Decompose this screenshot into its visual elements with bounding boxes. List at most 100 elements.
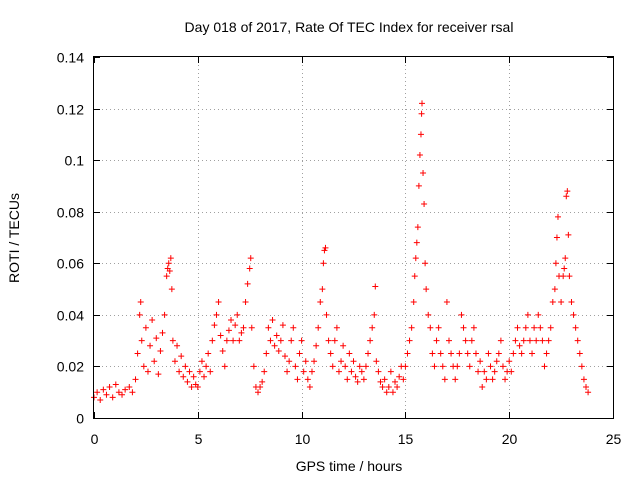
data-point: [485, 350, 492, 357]
data-point: [275, 347, 282, 354]
data-point: [97, 396, 104, 403]
data-point: [230, 337, 237, 344]
data-point: [267, 337, 274, 344]
data-point: [134, 350, 141, 357]
data-point: [510, 350, 517, 357]
data-point: [269, 317, 276, 324]
data-point: [194, 384, 201, 391]
data-point: [306, 384, 313, 391]
data-point: [234, 311, 241, 318]
y-tick-labels: 0 0.02 0.04 0.06 0.08 0.1 0.12 0.14: [57, 50, 84, 427]
data-point: [115, 389, 122, 396]
data-point: [564, 188, 571, 195]
data-point: [394, 384, 401, 391]
data-point: [487, 363, 494, 370]
data-point: [422, 260, 429, 267]
data-point: [372, 283, 379, 290]
data-point: [416, 151, 423, 158]
data-point: [213, 311, 220, 318]
data-point: [281, 353, 288, 360]
data-point: [385, 384, 392, 391]
data-points: [91, 100, 592, 403]
data-point: [100, 386, 107, 393]
x-tick-labels: 0 5 10 15 20 25: [91, 431, 622, 447]
data-point: [566, 273, 573, 280]
data-point: [106, 384, 113, 391]
data-point: [558, 298, 565, 305]
y-axis-label: ROTI / TECUs: [6, 193, 22, 283]
x-tick-label: 10: [295, 431, 311, 447]
data-point: [126, 384, 133, 391]
data-point: [387, 368, 394, 375]
data-point: [182, 363, 189, 370]
data-point: [354, 378, 361, 385]
data-point: [273, 332, 280, 339]
data-point: [580, 376, 587, 383]
data-point: [415, 182, 422, 189]
data-point: [489, 376, 496, 383]
data-point: [541, 363, 548, 370]
data-point: [512, 337, 519, 344]
data-point: [300, 368, 307, 375]
data-point: [531, 324, 538, 331]
data-point: [94, 389, 101, 396]
data-point: [481, 368, 488, 375]
data-point: [456, 350, 463, 357]
data-point: [448, 350, 455, 357]
data-point: [240, 324, 247, 331]
data-point: [277, 337, 284, 344]
data-point: [169, 337, 176, 344]
data-point: [508, 368, 515, 375]
data-point: [288, 337, 295, 344]
data-point: [315, 324, 322, 331]
data-point: [322, 244, 329, 251]
data-point: [418, 110, 425, 117]
data-point: [414, 224, 421, 231]
x-tick-label: 5: [195, 431, 203, 447]
data-point: [286, 358, 293, 365]
y-tick-label: 0.06: [57, 256, 84, 272]
data-point: [466, 363, 473, 370]
data-point: [506, 358, 513, 365]
data-point: [259, 378, 266, 385]
data-point: [367, 337, 374, 344]
data-point: [427, 324, 434, 331]
data-point: [360, 376, 367, 383]
data-point: [198, 358, 205, 365]
data-point: [568, 298, 575, 305]
data-point: [479, 384, 486, 391]
data-point: [304, 376, 311, 383]
data-point: [362, 363, 369, 370]
data-point: [215, 298, 222, 305]
data-point: [248, 324, 255, 331]
data-point: [119, 391, 126, 398]
data-point: [404, 350, 411, 357]
data-point: [132, 376, 139, 383]
data-point: [178, 353, 185, 360]
data-point: [419, 100, 426, 107]
x-tick-label: 25: [606, 431, 622, 447]
data-point: [255, 389, 262, 396]
data-point: [207, 368, 214, 375]
data-point: [533, 337, 540, 344]
data-point: [209, 337, 216, 344]
data-point: [417, 131, 424, 138]
y-tick-label: 0.02: [57, 359, 84, 375]
data-point: [565, 231, 572, 238]
data-point: [313, 342, 320, 349]
data-point: [129, 389, 136, 396]
data-point: [296, 350, 303, 357]
data-point: [161, 311, 168, 318]
data-point: [242, 298, 249, 305]
y-tick-label: 0.14: [57, 50, 84, 66]
data-point: [190, 373, 197, 380]
data-point: [223, 337, 230, 344]
data-point: [122, 386, 129, 393]
data-point: [292, 363, 299, 370]
data-point: [423, 286, 430, 293]
data-point: [373, 358, 380, 365]
y-tick-label: 0.1: [65, 153, 85, 169]
data-point: [112, 381, 119, 388]
data-point: [493, 358, 500, 365]
